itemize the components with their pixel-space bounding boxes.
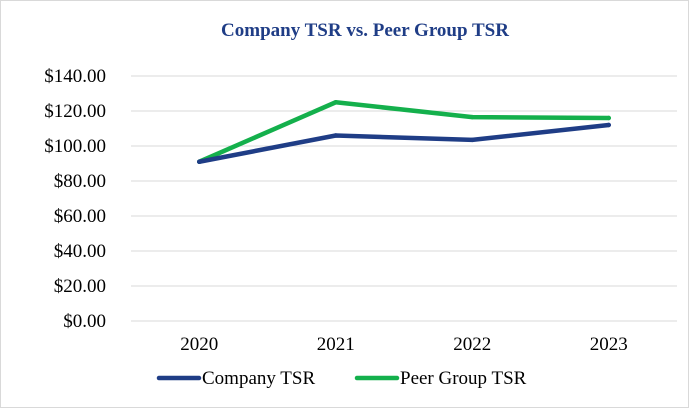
x-tick-label: 2020 <box>180 334 218 355</box>
data-point <box>606 115 611 121</box>
y-tick-label: $140.00 <box>44 66 106 87</box>
data-point <box>333 100 338 105</box>
legend-label: Peer Group TSR <box>400 368 527 389</box>
y-tick-label: $20.00 <box>54 276 106 297</box>
y-tick-label: $100.00 <box>44 136 106 157</box>
chart-title: Company TSR vs. Peer Group TSR <box>221 20 509 41</box>
data-point <box>333 133 338 138</box>
y-tick-label: $60.00 <box>54 206 106 227</box>
y-tick-label: $40.00 <box>54 241 106 262</box>
series-lines <box>197 100 611 164</box>
x-tick-label: 2021 <box>317 334 355 355</box>
data-point <box>470 114 475 120</box>
series-line-peer-group-tsr <box>197 100 611 164</box>
data-point <box>197 159 202 164</box>
x-tick-label: 2023 <box>590 334 628 355</box>
y-axis-ticks: $0.00 $20.00 $40.00 $60.00 $80.00 $100.00 $120… <box>44 66 106 332</box>
legend: Company TSR Peer Group TSR <box>156 368 527 389</box>
x-tick-label: 2022 <box>453 334 491 355</box>
y-tick-label: $0.00 <box>63 311 106 332</box>
series-line-company-tsr <box>197 122 611 164</box>
y-tick-label: $80.00 <box>54 171 106 192</box>
y-tick-label: $120.00 <box>44 101 106 122</box>
data-point <box>606 122 611 128</box>
x-axis-ticks: 2020 2021 2022 2023 <box>180 334 628 355</box>
data-point <box>470 137 475 143</box>
gridlines <box>131 75 677 322</box>
legend-label: Company TSR <box>202 368 315 389</box>
